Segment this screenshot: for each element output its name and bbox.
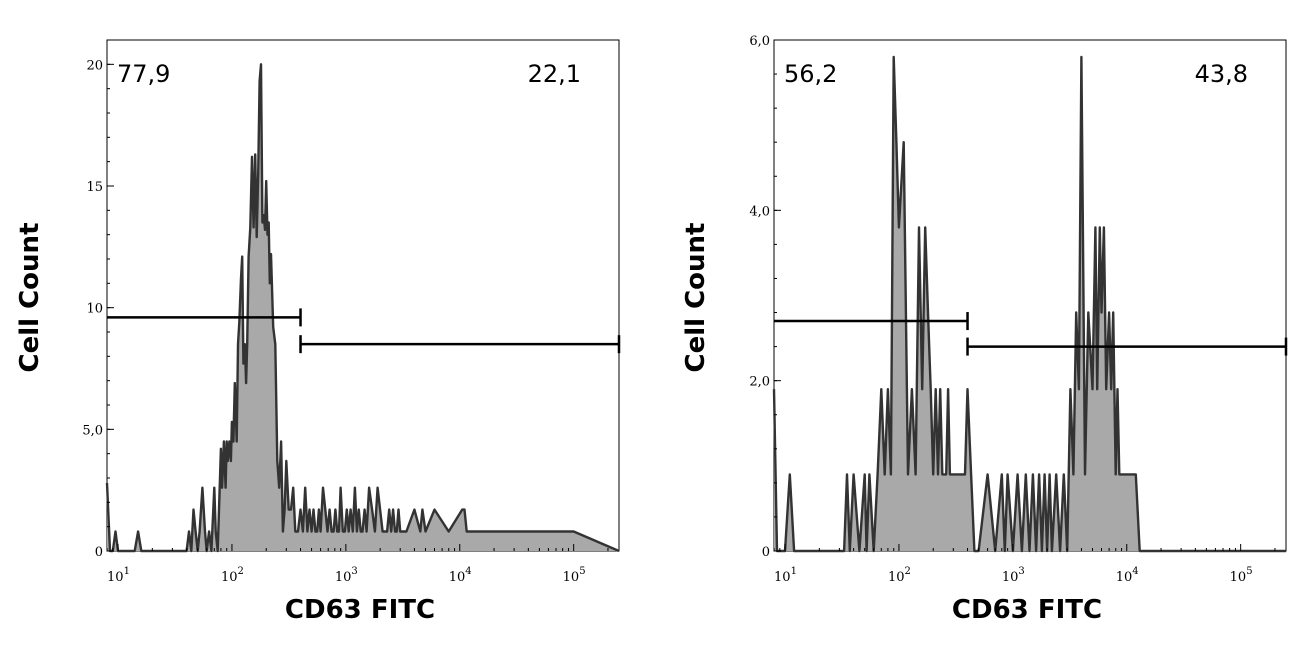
- gate-label: 56,2: [784, 60, 837, 88]
- x-tick-exponent: 5: [579, 566, 585, 577]
- gate-label: 77,9: [117, 60, 170, 88]
- y-tick-label: 0: [95, 545, 103, 560]
- histogram-outline: [105, 63, 620, 553]
- y-tick-label: 6,0: [749, 34, 770, 49]
- y-tick-label: 15: [86, 180, 103, 195]
- y-tick-label: 2,0: [749, 375, 770, 390]
- x-tick-label: 104: [1116, 566, 1139, 585]
- y-tick-label: 0: [762, 545, 770, 560]
- x-tick-exponent: 1: [124, 566, 130, 577]
- x-tick-base: 10: [1002, 570, 1019, 585]
- x-tick-base: 10: [221, 570, 238, 585]
- histogram-area: [774, 57, 1286, 551]
- x-tick-base: 10: [774, 570, 791, 585]
- x-tick-label: 103: [335, 566, 358, 585]
- x-tick-label: 101: [774, 566, 797, 585]
- x-tick-exponent: 1: [791, 566, 797, 577]
- x-tick-exponent: 2: [237, 566, 243, 577]
- x-tick-exponent: 4: [465, 566, 471, 577]
- x-tick-base: 10: [107, 570, 124, 585]
- x-tick-base: 10: [335, 570, 352, 585]
- x-tick-exponent: 2: [904, 566, 910, 577]
- y-tick-label: 20: [86, 58, 103, 73]
- x-axis-title: CD63 FITC: [285, 595, 435, 625]
- y-tick-label: 4,0: [749, 204, 770, 219]
- gate-label: 22,1: [528, 60, 581, 88]
- x-tick-label: 103: [1002, 566, 1025, 585]
- x-tick-exponent: 4: [1132, 566, 1138, 577]
- x-tick-base: 10: [888, 570, 905, 585]
- x-tick-base: 10: [563, 570, 580, 585]
- plot-frame: [106, 39, 620, 552]
- y-tick-label: 5,0: [82, 423, 103, 438]
- x-tick-label: 102: [221, 566, 244, 585]
- plot-frame: [773, 39, 1287, 552]
- gate-label: 43,8: [1195, 60, 1248, 88]
- x-tick-label: 105: [563, 566, 586, 585]
- histogram-outline: [772, 55, 1286, 553]
- x-tick-base: 10: [1230, 570, 1247, 585]
- y-tick-label: 10: [86, 302, 103, 317]
- x-tick-label: 102: [888, 566, 911, 585]
- x-tick-base: 10: [449, 570, 466, 585]
- histogram-area: [107, 64, 619, 552]
- x-tick-base: 10: [1116, 570, 1133, 585]
- y-axis-title: Cell Count: [15, 223, 45, 373]
- x-tick-label: 104: [449, 566, 472, 585]
- x-tick-exponent: 3: [1018, 566, 1024, 577]
- x-tick-label: 101: [107, 566, 130, 585]
- x-tick-exponent: 5: [1246, 566, 1252, 577]
- x-tick-label: 105: [1230, 566, 1253, 585]
- x-axis-title: CD63 FITC: [952, 595, 1102, 625]
- x-tick-exponent: 3: [351, 566, 357, 577]
- y-axis-title: Cell Count: [681, 223, 711, 373]
